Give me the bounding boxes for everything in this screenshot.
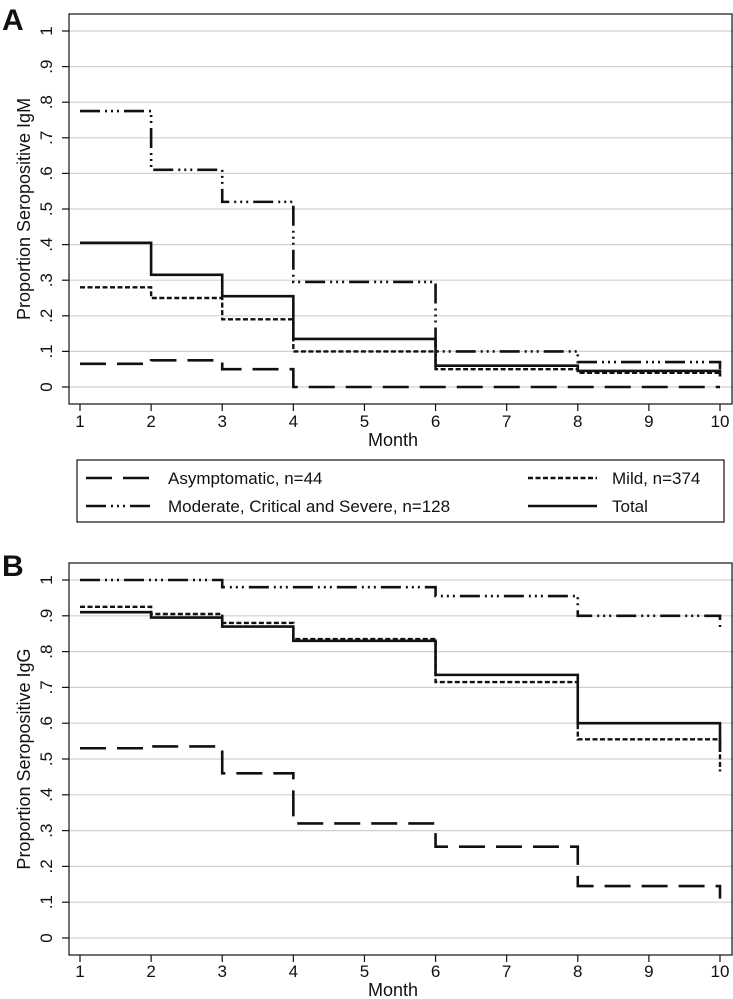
x-tick-label-a-1: 2 [146,412,155,431]
x-tick-label-a-7: 8 [573,412,582,431]
y-axis-title-b: Proportion Seropositive IgG [14,648,34,869]
series-asymptomatic-line-b [80,745,722,899]
x-tick-label-a-6: 7 [502,412,511,431]
y-tick-label-b-7: .7 [37,680,56,694]
x-tick-label-a-9: 10 [711,412,730,431]
x-tick-label-b-7: 8 [573,962,582,981]
panel-letter-a: A [2,4,24,37]
x-tick-label-a-0: 1 [75,412,84,431]
x-tick-label-a-2: 3 [217,412,226,431]
chart-panel-a: 0 .1 .2 .3 .4 .5 .6 .7 .8 .9 1 1 2 3 4 5 6 7 8 9 10 Month Prop… [14,13,733,450]
x-tick-label-b-6: 7 [502,962,511,981]
y-tick-label-a-6: .6 [37,166,56,180]
y-tick-label-a-4: .4 [37,238,56,252]
y-tick-label-b-4: .4 [37,788,56,802]
legend-label-asymptomatic: Asymptomatic, n=44 [168,469,323,488]
y-tick-label-b-1: .1 [37,895,56,909]
x-tick-label-b-0: 1 [75,962,84,981]
y-tick-label-a-8: .8 [37,95,56,109]
y-tick-label-a-9: .9 [37,60,56,74]
chart-panel-b: 0 .1 .2 .3 .4 .5 .6 .7 .8 .9 1 1 2 3 4 5 6 7 8 9 10 Month Prop… [14,562,733,999]
y-tick-label-a-10: 1 [37,26,56,35]
y-tick-label-a-1: .1 [37,344,56,358]
x-tick-label-a-8: 9 [644,412,653,431]
series-total-line-b [80,610,722,752]
series-asymptomatic-line-a [80,359,720,389]
x-tick-label-a-4: 5 [360,412,369,431]
y-axis-title-a: Proportion Seropositive IgM [14,98,34,320]
y-tick-label-b-3: .3 [37,824,56,838]
y-tick-label-b-0: 0 [37,933,56,942]
x-tick-label-a-5: 6 [431,412,440,431]
x-axis-title-a: Month [368,430,418,450]
y-tick-label-a-0: 0 [37,382,56,391]
y-tick-label-b-6: .6 [37,716,56,730]
x-tick-label-b-8: 9 [644,962,653,981]
legend-box [76,459,725,523]
legend-label-total: Total [612,497,648,516]
series-moderate-line-a [80,109,722,370]
x-tick-label-b-4: 5 [360,962,369,981]
x-tick-label-b-2: 3 [217,962,226,981]
y-tick-label-b-9: .9 [37,609,56,623]
legend-label-moderate: Moderate, Critical and Severe, n=128 [168,497,450,516]
series-moderate-line-b [80,578,722,631]
x-tick-label-a-3: 4 [289,412,298,431]
y-tick-label-a-2: .2 [37,309,56,323]
y-tick-label-a-3: .3 [37,273,56,287]
legend: Asymptomatic, n=44 Mild, n=374 Moderate,… [76,459,725,523]
x-tick-label-b-5: 6 [431,962,440,981]
panel-letter-b: B [2,550,24,583]
x-tick-label-b-3: 4 [289,962,298,981]
series-total-line-a [80,241,722,377]
y-tick-label-b-10: 1 [37,575,56,584]
x-tick-label-b-9: 10 [711,962,730,981]
x-tick-label-b-1: 2 [146,962,155,981]
legend-label-mild: Mild, n=374 [612,469,700,488]
x-axis-title-b: Month [368,980,418,999]
y-tick-label-a-7: .7 [37,131,56,145]
y-tick-label-b-5: .5 [37,752,56,766]
y-tick-label-b-2: .2 [37,859,56,873]
y-tick-label-b-8: .8 [37,645,56,659]
y-tick-label-a-5: .5 [37,202,56,216]
